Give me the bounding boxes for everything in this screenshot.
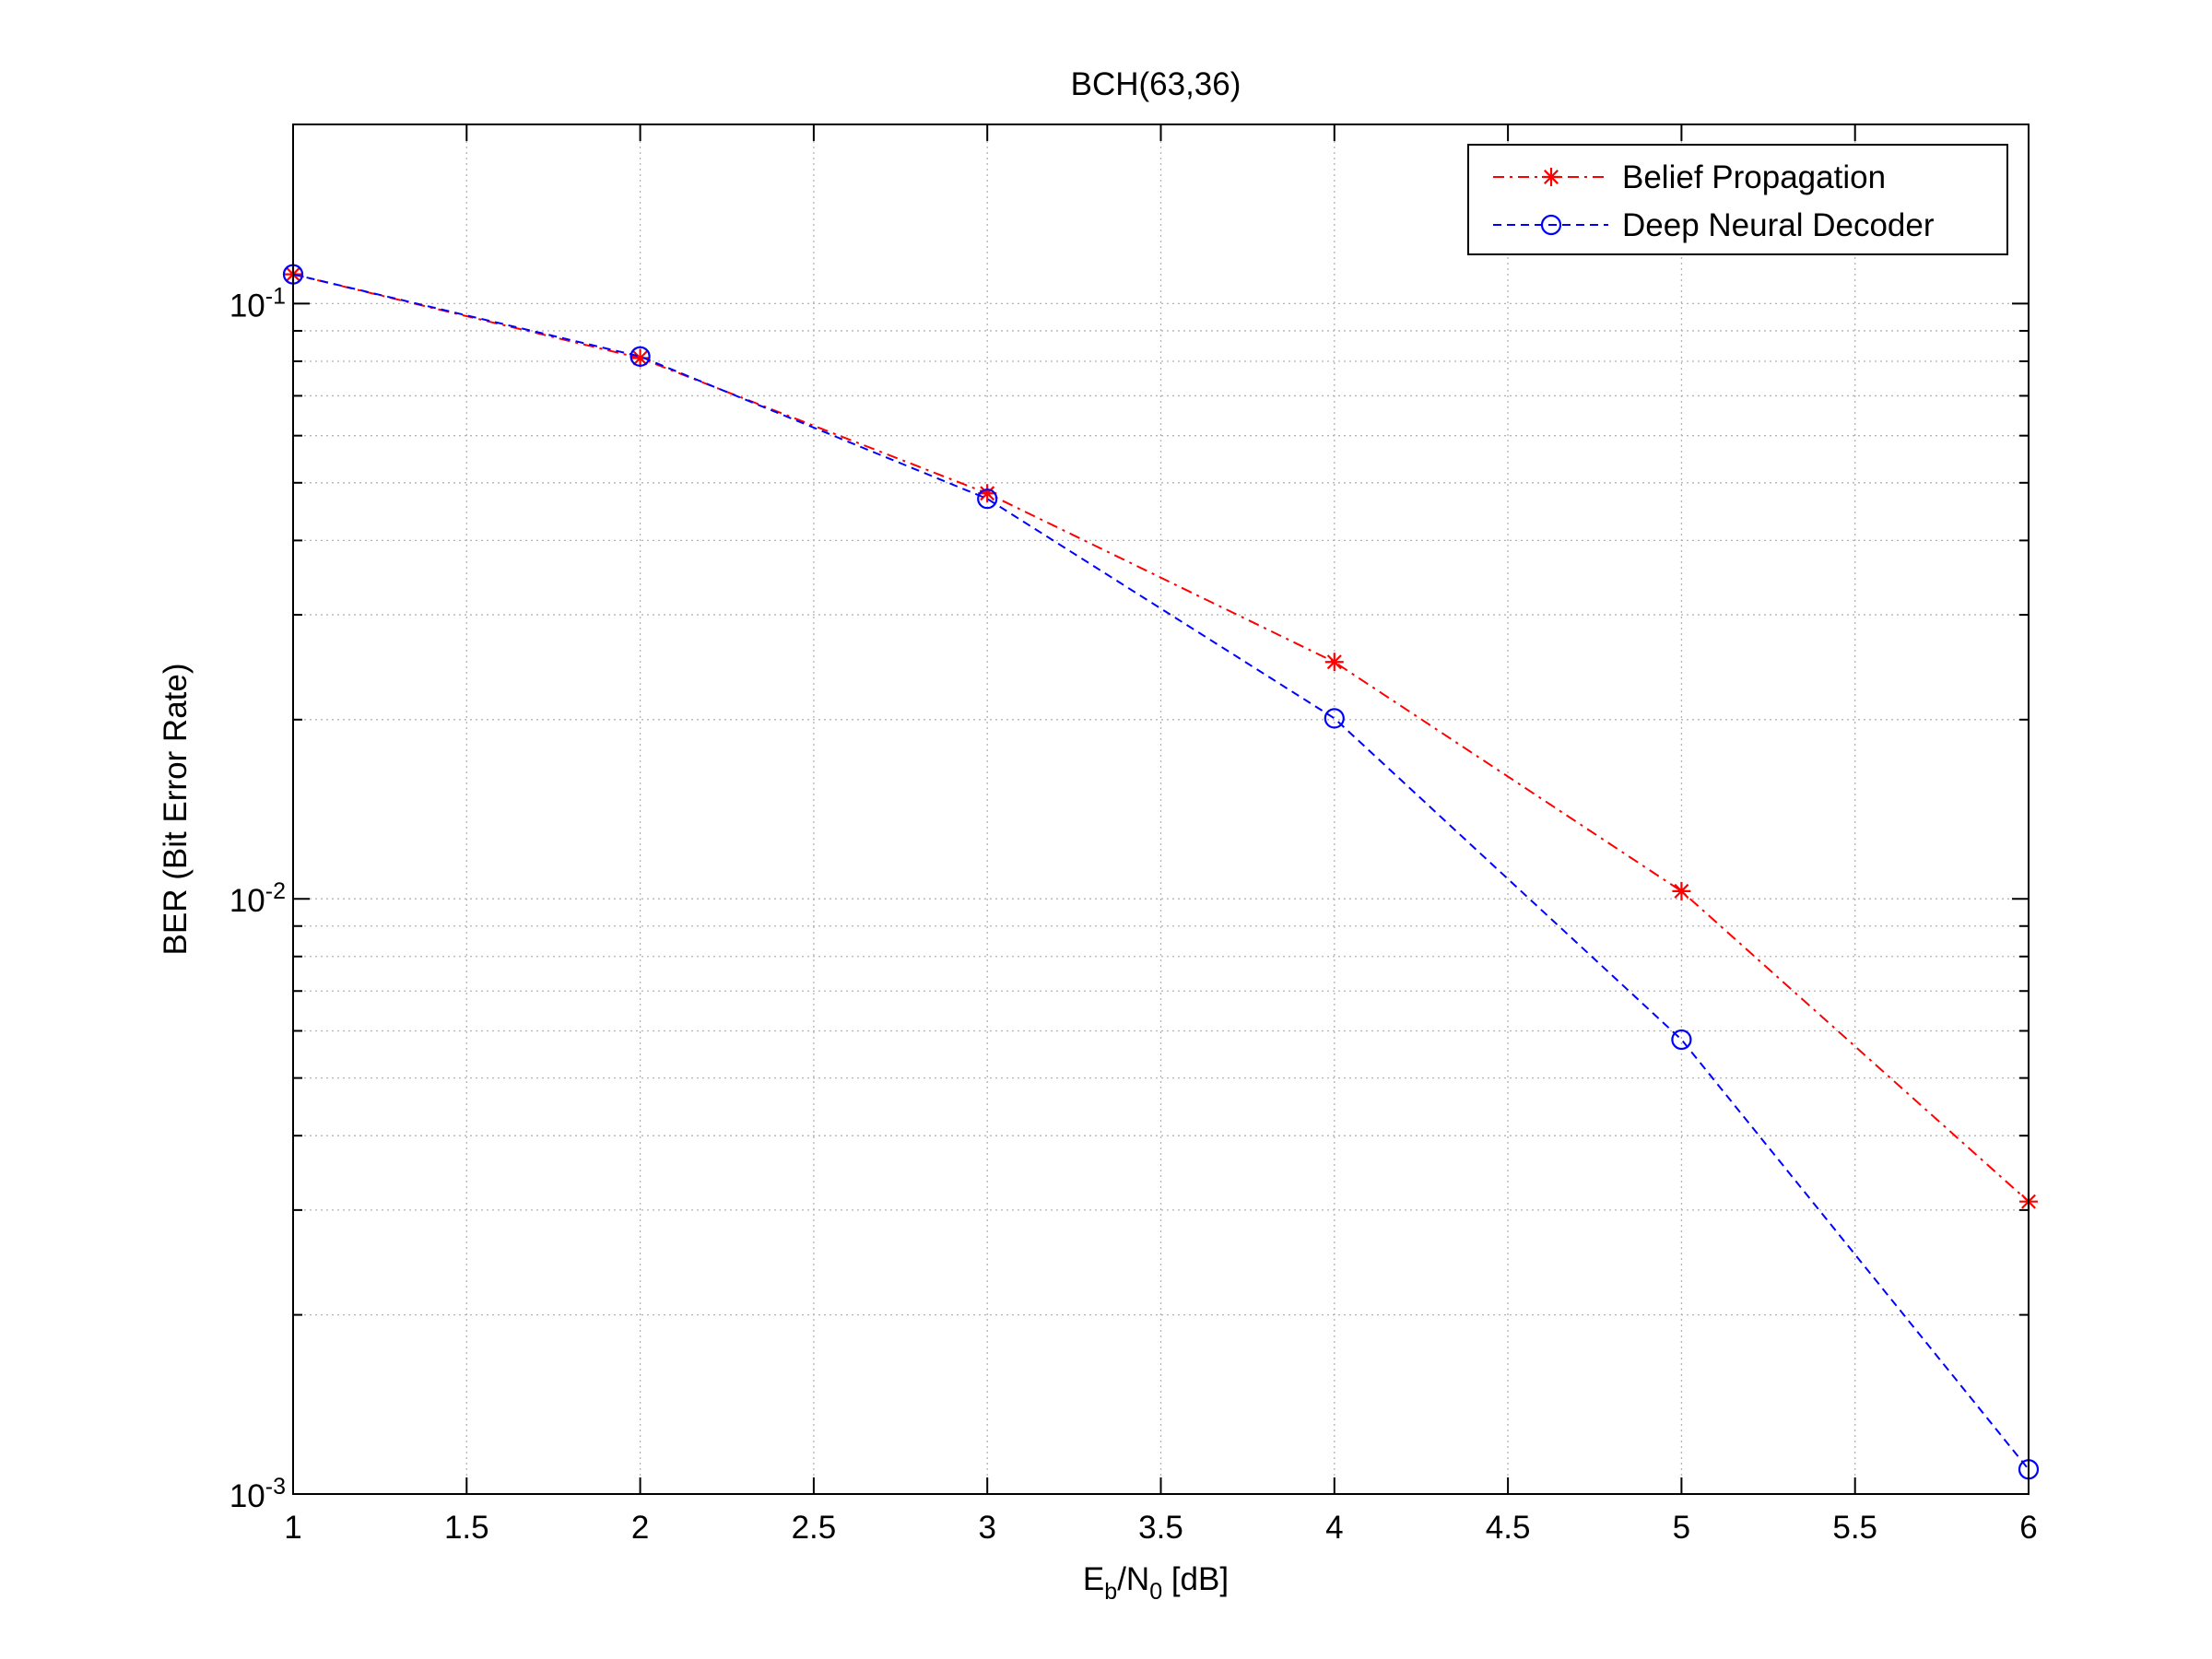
x-tick-label: 3.5 xyxy=(1138,1510,1183,1546)
legend-marker-circle xyxy=(1540,214,1562,236)
y-tick-label: 10-3 xyxy=(229,1474,286,1514)
data-point-asterisk xyxy=(630,348,650,368)
chart-title: BCH(63,36) xyxy=(1071,66,1241,102)
data-point-asterisk xyxy=(1542,168,1560,186)
data-point-circle xyxy=(1540,214,1562,236)
series-line xyxy=(292,273,2030,1203)
x-tick-labels: 1 1.5 2 2.5 3 3.5 4 4.5 5 5.5 6 xyxy=(284,1510,2037,1546)
asterisk-stroke xyxy=(1544,170,1559,184)
y-tick-labels: 10-1 10-2 10-3 xyxy=(229,283,286,1514)
data-point-circle xyxy=(1324,708,1345,729)
legend-label-belief-propagation: Belief Propagation xyxy=(1622,159,1886,195)
asterisk-stroke xyxy=(1326,654,1342,670)
tick-marks xyxy=(292,124,2030,1495)
legend-label-deep-neural-decoder: Deep Neural Decoder xyxy=(1622,207,1935,243)
x-tick-label: 2.5 xyxy=(792,1510,837,1546)
x-tick-label: 5.5 xyxy=(1832,1510,1877,1546)
data-point-circle xyxy=(977,488,998,510)
data-point-circle xyxy=(1671,1029,1692,1051)
asterisk-stroke xyxy=(980,486,995,501)
y-axis-label: BER (Bit Error Rate) xyxy=(158,664,194,956)
x-tick-label: 4 xyxy=(1325,1510,1343,1546)
data-point-circle xyxy=(629,346,651,367)
data-point-asterisk xyxy=(1324,653,1344,672)
x-tick-label: 1 xyxy=(284,1510,301,1546)
asterisk-stroke xyxy=(632,350,648,366)
asterisk-stroke xyxy=(1674,883,1689,899)
legend-box xyxy=(1467,144,2008,255)
x-tick-label: 6 xyxy=(2019,1510,2037,1546)
x-tick-label: 5 xyxy=(1673,1510,1690,1546)
x-tick-label: 3 xyxy=(978,1510,995,1546)
x-tick-label: 4.5 xyxy=(1486,1510,1531,1546)
data-point-asterisk xyxy=(1672,881,1691,900)
legend-marker-asterisk xyxy=(1542,168,1560,186)
series-line xyxy=(292,273,2030,1470)
legend: Belief Propagation Deep Neural Decoder xyxy=(1467,144,2008,255)
grid xyxy=(293,124,2029,1494)
x-tick-label: 1.5 xyxy=(444,1510,489,1546)
x-axis-label: Eb/N0 [dB] xyxy=(1083,1561,1229,1605)
y-tick-label: 10-1 xyxy=(229,283,286,324)
y-tick-label: 10-2 xyxy=(229,878,286,919)
x-tick-label: 2 xyxy=(631,1510,649,1546)
